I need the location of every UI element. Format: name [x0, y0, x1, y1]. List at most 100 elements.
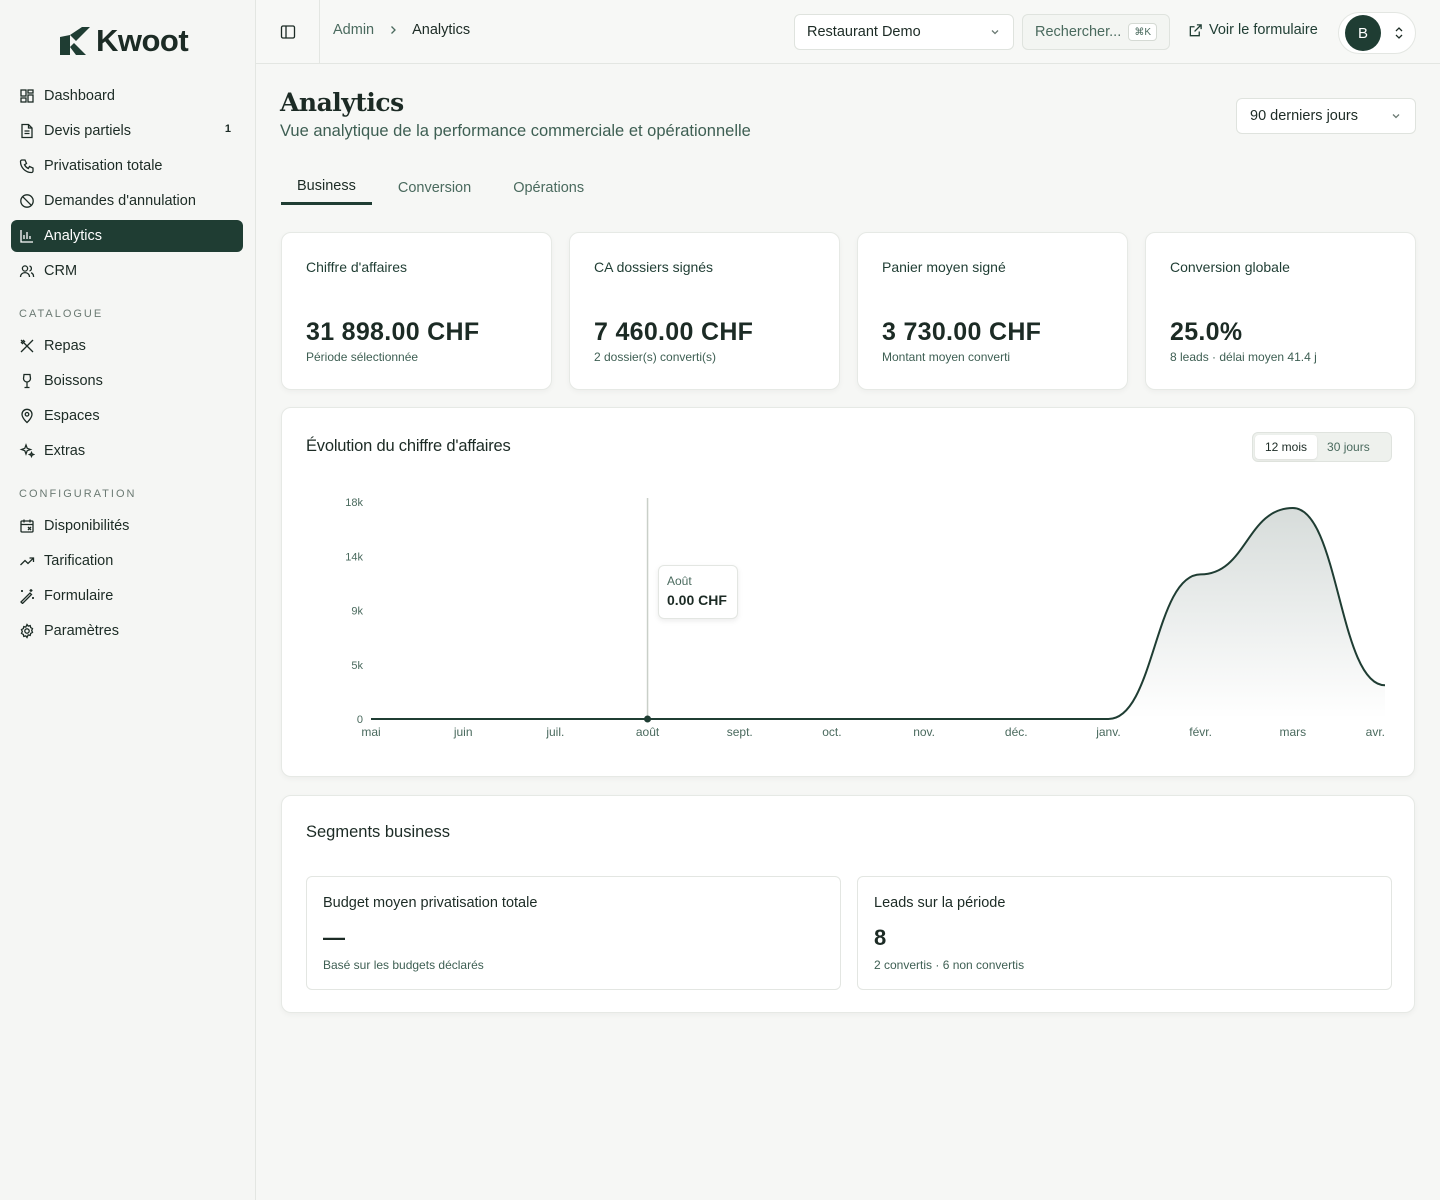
user-menu-button[interactable]: B [1338, 12, 1416, 54]
logo[interactable]: Kwoot [60, 22, 189, 60]
segment-leads-card: Leads sur la période 8 2 convertis · 6 n… [857, 876, 1392, 990]
segment-subtext: Basé sur les budgets déclarés [323, 958, 484, 972]
tab-business[interactable]: Business [281, 170, 372, 205]
x-tick-label: mai [361, 725, 380, 739]
tooltip-value: 0.00 CHF [667, 592, 727, 608]
sidebar-nav: Dashboard Devis partiels 1 Privatisation… [11, 80, 243, 650]
sidebar-item-annulation[interactable]: Demandes d'annulation [11, 185, 243, 217]
file-icon [21, 123, 33, 139]
sidebar-item-label: Extras [44, 443, 86, 459]
segments-card: Segments business Budget moyen privatisa… [281, 795, 1415, 1013]
x-tick-label: oct. [822, 725, 841, 739]
x-tick-label: août [636, 725, 660, 739]
gear-icon [20, 623, 34, 639]
section-catalogue: CATALOGUE [19, 308, 104, 320]
sidebar-toggle-icon [280, 25, 295, 39]
highlighted-data-point[interactable] [644, 715, 652, 723]
period-select-value: 90 derniers jours [1250, 108, 1358, 124]
sidebar-item-analytics[interactable]: Analytics [11, 220, 243, 252]
x-tick-label: déc. [1005, 725, 1028, 739]
revenue-chart[interactable]: 0 5k 9k 14k 18k mai juin juil. août sept. oct. nov.… [282, 408, 1416, 778]
breadcrumb: Admin Analytics [333, 22, 470, 38]
tooltip-label: Août [667, 574, 692, 588]
range-toggle: 12 mois 30 jours [1252, 432, 1392, 462]
kpi-label: Conversion globale [1170, 259, 1290, 275]
search-input[interactable]: Rechercher... ⌘K [1022, 14, 1170, 50]
chevron-down-icon [991, 30, 999, 35]
tab-conversion[interactable]: Conversion [397, 179, 472, 196]
segment-value: 8 [874, 925, 887, 950]
y-tick-label: 0 [357, 714, 363, 726]
sidebar: Kwoot Dashboard Devis partiels 1 Privati… [0, 0, 256, 1200]
external-link-icon [1189, 23, 1202, 36]
sidebar-item-label: Boissons [44, 373, 103, 389]
kpi-subtext: 2 dossier(s) converti(s) [594, 350, 717, 364]
sidebar-item-boissons[interactable]: Boissons [11, 365, 243, 397]
restaurant-select-value: Restaurant Demo [807, 24, 921, 40]
sidebar-item-parametres[interactable]: Paramètres [11, 615, 243, 647]
kpi-subtext: 8 leads · délai moyen 41.4 j [1170, 350, 1317, 364]
chevron-updown-icon [1395, 27, 1403, 39]
sidebar-item-repas[interactable]: Repas [11, 330, 243, 362]
x-tick-label: juil. [545, 725, 564, 739]
page-subtitle: Vue analytique de la performance commerc… [280, 122, 751, 140]
view-form-link[interactable]: Voir le formulaire [1188, 22, 1318, 38]
y-tick-label: 18k [345, 497, 363, 509]
map-pin-icon [21, 408, 33, 424]
sidebar-item-espaces[interactable]: Espaces [11, 400, 243, 432]
segment-label: Budget moyen privatisation totale [323, 895, 538, 911]
analytics-tabs: Business Conversion Opérations [281, 170, 610, 206]
period-select[interactable]: 90 derniers jours [1236, 98, 1416, 134]
sidebar-item-extras[interactable]: Extras [11, 435, 243, 467]
x-tick-label: nov. [913, 725, 935, 739]
sidebar-item-devis-partiels[interactable]: Devis partiels 1 [11, 115, 243, 147]
sidebar-toggle-button[interactable] [256, 0, 320, 64]
bar-chart-icon [20, 230, 33, 243]
users-icon [19, 265, 35, 278]
wand-icon [20, 589, 34, 604]
sidebar-item-label: Tarification [44, 553, 114, 569]
page-title: Analytics [280, 88, 404, 117]
breadcrumb-current: Analytics [412, 22, 471, 38]
tab-operations[interactable]: Opérations [513, 179, 585, 196]
chart-title: Évolution du chiffre d'affaires [306, 437, 511, 455]
shortcut-hint: ⌘K [1128, 23, 1157, 41]
trending-up-icon [20, 557, 35, 566]
wine-icon [22, 373, 32, 389]
kwoot-logo-icon [60, 27, 90, 55]
x-tick-label: janv. [1095, 725, 1120, 739]
kpi-card-revenue: Chiffre d'affaires 31 898.00 CHF Période… [281, 232, 552, 390]
x-tick-label: sept. [727, 725, 753, 739]
sidebar-item-formulaire[interactable]: Formulaire [11, 580, 243, 612]
kpi-value: 7 460.00 CHF [594, 318, 754, 346]
dashboard-icon [20, 89, 34, 103]
kpi-label: CA dossiers signés [594, 259, 714, 275]
sidebar-item-dashboard[interactable]: Dashboard [11, 80, 243, 112]
avatar: B [1345, 15, 1381, 51]
y-tick-label: 14k [345, 551, 363, 563]
sidebar-item-disponibilites[interactable]: Disponibilités [11, 510, 243, 542]
chevron-down-icon [1392, 114, 1400, 119]
restaurant-select[interactable]: Restaurant Demo [794, 14, 1014, 50]
range-option-30-days[interactable]: 30 jours [1327, 440, 1370, 454]
kpi-value: 25.0% [1170, 318, 1243, 346]
view-form-label: Voir le formulaire [1209, 22, 1318, 38]
kpi-subtext: Période sélectionnée [306, 350, 419, 364]
phone-icon [19, 159, 34, 174]
revenue-line [371, 507, 1386, 720]
revenue-chart-card: Évolution du chiffre d'affaires 12 mois … [281, 407, 1415, 777]
segment-budget-card: Budget moyen privatisation totale — Basé… [306, 876, 841, 990]
range-option-12-months[interactable]: 12 mois [1255, 435, 1318, 459]
sidebar-item-privatisation[interactable]: Privatisation totale [11, 150, 243, 182]
sidebar-item-tarification[interactable]: Tarification [11, 545, 243, 577]
sidebar-item-crm[interactable]: CRM [11, 255, 243, 287]
calendar-icon [20, 519, 34, 533]
kpi-label: Chiffre d'affaires [306, 259, 407, 275]
sidebar-item-label: Dashboard [44, 88, 115, 104]
x-tick-label: juin [453, 725, 473, 739]
search-placeholder: Rechercher... [1035, 24, 1122, 40]
kpi-label: Panier moyen signé [882, 259, 1006, 275]
breadcrumb-admin-link[interactable]: Admin [333, 22, 375, 38]
kpi-card-average-basket: Panier moyen signé 3 730.00 CHF Montant … [857, 232, 1128, 390]
sidebar-item-label: Disponibilités [44, 518, 130, 534]
